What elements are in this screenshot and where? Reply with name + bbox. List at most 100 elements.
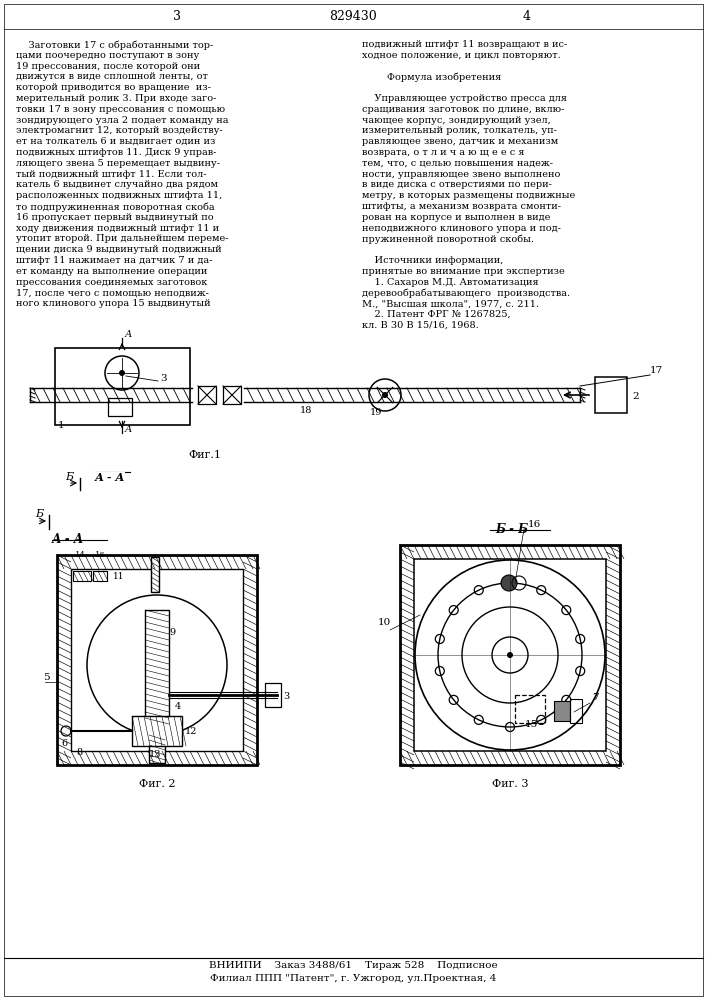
Text: Управляющее устройство пресса для: Управляющее устройство пресса для [362,94,567,103]
Bar [570,699,582,723]
Text: 6: 6 [61,739,67,748]
Text: 19: 19 [370,408,382,417]
Text: штифты, а механизм возврата смонти-: штифты, а механизм возврата смонти- [362,202,561,211]
Text: сращивания заготовок по длине, вклю-: сращивания заготовок по длине, вклю- [362,105,564,114]
Text: электромагнит 12, который воздейству-: электромагнит 12, который воздейству- [16,126,223,135]
Text: 8: 8 [76,748,82,757]
Text: возврата, о т л и ч а ю щ е е с я: возврата, о т л и ч а ю щ е е с я [362,148,525,157]
Text: подвижных штифтов 11. Диск 9 управ-: подвижных штифтов 11. Диск 9 управ- [16,148,216,157]
Text: 14: 14 [75,551,86,559]
Text: 11: 11 [113,572,124,581]
Circle shape [501,575,517,591]
Text: ляющего звена 5 перемещает выдвину-: ляющего звена 5 перемещает выдвину- [16,159,220,168]
Text: 18: 18 [300,406,312,415]
Text: 829430: 829430 [329,10,377,23]
Text: 16: 16 [95,551,105,559]
Bar [132,716,182,746]
Text: ного клинового упора 15 выдвинутый: ного клинового упора 15 выдвинутый [16,299,211,308]
Text: измерительный ролик, толкатель, уп-: измерительный ролик, толкатель, уп- [362,126,557,135]
Text: тем, что, с целью повышения надеж-: тем, что, с целью повышения надеж- [362,159,553,168]
Text: 2. Патент ФРГ № 1267825,: 2. Патент ФРГ № 1267825, [362,310,510,319]
Text: 5: 5 [43,673,49,682]
Text: Источники информации,: Источники информации, [362,256,503,265]
Circle shape [61,726,71,736]
Text: ет команду на выполнение операции: ет команду на выполнение операции [16,267,207,276]
Text: щении диска 9 выдвинутый подвижный: щении диска 9 выдвинутый подвижный [16,245,221,254]
Text: чающее корпус, зондирующий узел,: чающее корпус, зондирующий узел, [362,116,551,125]
Circle shape [119,370,125,376]
Text: Б - Б: Б - Б [495,523,528,536]
Text: расположенных подвижных штифта 11,: расположенных подвижных штифта 11, [16,191,222,200]
Text: 12: 12 [185,727,197,736]
Text: 15: 15 [525,720,538,729]
Bar [57,555,257,765]
Bar [93,571,107,581]
Bar [414,559,606,751]
Circle shape [507,652,513,658]
Text: М., "Высшая школа", 1977, с. 211.: М., "Высшая школа", 1977, с. 211. [362,299,539,308]
Text: катель 6 выдвинет случайно два рядом: катель 6 выдвинет случайно два рядом [16,180,218,189]
Text: деревообрабатывающего  производства.: деревообрабатывающего производства. [362,288,570,298]
Bar [149,735,165,763]
Bar [108,398,132,416]
Text: А - А: А - А [95,472,125,483]
Text: 10: 10 [378,618,391,627]
Text: мерительный ролик 3. При входе заго-: мерительный ролик 3. При входе заго- [16,94,216,103]
Text: А - А: А - А [52,533,84,546]
Text: Фиг.1: Фиг.1 [189,450,221,460]
Text: равляющее звено, датчик и механизм: равляющее звено, датчик и механизм [362,137,559,146]
Text: рован на корпусе и выполнен в виде: рован на корпусе и выполнен в виде [362,213,550,222]
Text: принятые во внимание при экспертизе: принятые во внимание при экспертизе [362,267,565,276]
Text: 3: 3 [160,374,167,383]
Text: прессования соединяемых заготовок: прессования соединяемых заготовок [16,278,207,287]
Text: 3: 3 [173,10,181,23]
Bar [595,377,627,413]
Text: 9: 9 [169,628,175,637]
Text: 16 пропускает первый выдвинутый по: 16 пропускает первый выдвинутый по [16,213,214,222]
Text: движутся в виде сплошной ленты, от: движутся в виде сплошной ленты, от [16,72,208,81]
Text: цами поочередно поступают в зону: цами поочередно поступают в зону [16,51,199,60]
Text: подвижный штифт 11 возвращают в ис-: подвижный штифт 11 возвращают в ис- [362,40,567,49]
Text: 17: 17 [650,366,663,375]
Bar [145,610,169,720]
Text: которой приводится во вращение  из-: которой приводится во вращение из- [16,83,211,92]
Bar [554,701,570,721]
Bar [223,386,241,404]
Text: ет на толкатель 6 и выдвигает один из: ет на толкатель 6 и выдвигает один из [16,137,216,146]
Text: 7: 7 [592,693,599,702]
Bar [265,683,281,707]
Text: 2: 2 [632,392,638,401]
Text: то подпружиненная поворотная скоба: то подпружиненная поворотная скоба [16,202,215,212]
Text: 16: 16 [528,520,542,529]
Text: неподвижного клинового упора и под-: неподвижного клинового упора и под- [362,224,561,233]
Bar [400,545,620,765]
Text: 17, после чего с помощью неподвиж-: 17, после чего с помощью неподвиж- [16,288,209,297]
Text: утопит второй. При дальнейшем переме-: утопит второй. При дальнейшем переме- [16,234,228,243]
Bar [151,557,159,592]
Text: 1: 1 [58,421,64,430]
Text: тый подвижный штифт 11. Если тол-: тый подвижный штифт 11. Если тол- [16,170,206,179]
Text: А: А [125,330,132,339]
Text: зондирующего узла 2 подает команду на: зондирующего узла 2 подает команду на [16,116,228,125]
Bar [515,695,545,723]
Text: метру, в которых размещены подвижные: метру, в которых размещены подвижные [362,191,575,200]
Bar [55,348,190,425]
Bar [71,569,243,751]
Text: ВНИИПИ    Заказ 3488/61    Тираж 528    Подписное: ВНИИПИ Заказ 3488/61 Тираж 528 Подписное [209,961,497,970]
Text: кл. В 30 В 15/16, 1968.: кл. В 30 В 15/16, 1968. [362,321,479,330]
Text: А: А [125,425,132,434]
Text: Заготовки 17 с обработанными тор-: Заготовки 17 с обработанными тор- [16,40,214,49]
Text: штифт 11 нажимает на датчик 7 и да-: штифт 11 нажимает на датчик 7 и да- [16,256,212,265]
Bar [73,571,91,581]
Text: 13: 13 [149,750,161,759]
Text: 19 прессования, после которой они: 19 прессования, после которой они [16,62,200,71]
Bar [198,386,216,404]
Text: 4: 4 [523,10,531,23]
Text: 4: 4 [175,702,181,711]
Text: Филиал ППП "Патент", г. Ужгород, ул.Проектная, 4: Филиал ППП "Патент", г. Ужгород, ул.Прое… [210,974,496,983]
Text: ности, управляющее звено выполнено: ности, управляющее звено выполнено [362,170,561,179]
Text: товки 17 в зону прессования с помощью: товки 17 в зону прессования с помощью [16,105,225,114]
Text: в виде диска с отверстиями по пери-: в виде диска с отверстиями по пери- [362,180,552,189]
Text: Б: Б [35,509,43,519]
Text: 3: 3 [283,692,289,701]
